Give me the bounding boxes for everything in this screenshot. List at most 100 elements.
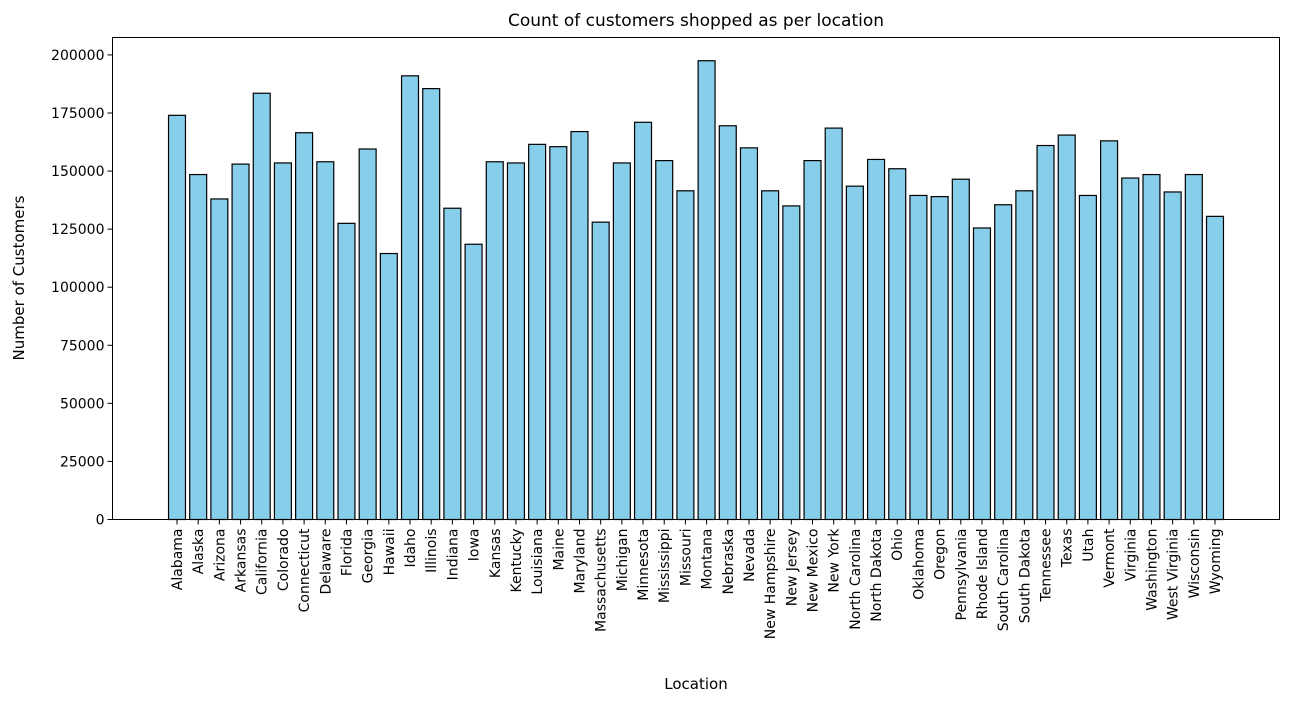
bar-louisiana <box>528 143 547 521</box>
bar-west-virginia <box>1163 191 1182 521</box>
x-tick-label: Alaska <box>191 529 207 575</box>
x-tick-label: Pennsylvania <box>954 529 970 621</box>
bar-kansas <box>485 161 504 521</box>
x-tick-label: Maryland <box>572 529 588 594</box>
bar-new-hampshire <box>761 190 780 521</box>
bar-oklahoma <box>909 194 928 521</box>
x-tick-label: Delaware <box>318 529 334 595</box>
x-tick-label: Wyoming <box>1208 529 1224 595</box>
x-tick-label: Nevada <box>742 529 758 582</box>
x-tick-label: Missouri <box>678 529 694 587</box>
x-tick-label: Tennessee <box>1039 529 1055 603</box>
x-tick-label: New Jersey <box>784 529 800 607</box>
bar-ohio <box>888 168 907 521</box>
x-tick-label: Michigan <box>615 529 631 592</box>
bar-hawaii <box>379 252 398 521</box>
x-tick-label: New Mexico <box>806 529 822 613</box>
y-tick-label: 75000 <box>60 338 105 354</box>
x-axis-label: Location <box>664 675 727 693</box>
x-tick-label: Louisiana <box>530 529 546 595</box>
x-tick-label: Minnesota <box>636 529 652 601</box>
bar-wisconsin <box>1184 173 1203 521</box>
bar-indiana <box>443 207 462 521</box>
bar-oregon <box>930 196 949 521</box>
x-tick-label: Oregon <box>933 529 949 580</box>
x-tick-label: West Virginia <box>1166 529 1182 621</box>
x-tick-label: Idaho <box>403 529 419 568</box>
bar-maine <box>549 146 568 521</box>
x-tick-label: Utah <box>1081 529 1097 562</box>
x-tick-label: Arkansas <box>234 529 250 593</box>
x-tick-label: Arizona <box>212 529 228 582</box>
bar-nebraska <box>718 125 737 521</box>
bar-virginia <box>1121 177 1140 521</box>
bar-alabama <box>167 114 187 521</box>
plot-frame <box>112 37 1280 520</box>
x-axis: Alabama Alaska Arizona Arkansas California Co… <box>170 519 1224 639</box>
y-tick-label: 25000 <box>60 454 105 470</box>
bar-north-carolina <box>845 185 864 521</box>
x-tick-label: Alabama <box>170 529 186 591</box>
bar-florida <box>337 222 356 521</box>
x-tick-label: North Dakota <box>869 529 885 622</box>
y-tick-label: 100000 <box>51 280 104 296</box>
x-tick-label: California <box>255 529 271 595</box>
x-tick-label: Maine <box>551 529 567 571</box>
bar-montana <box>697 60 716 521</box>
bar-kentucky <box>506 162 526 521</box>
x-tick-label: Connecticut <box>297 528 313 612</box>
x-tick-label: Mississippi <box>657 529 673 604</box>
bar-alaska <box>189 173 208 521</box>
x-tick-label: North Carolina <box>848 529 864 630</box>
bar-connecticut <box>295 132 314 521</box>
bar-arizona <box>210 198 229 521</box>
y-tick-label: 200000 <box>51 48 104 64</box>
x-tick-label: Kansas <box>488 529 504 579</box>
bar-missouri <box>676 190 695 521</box>
bar-michigan <box>612 162 631 521</box>
bars-group <box>167 60 1225 521</box>
x-tick-label: South Carolina <box>996 529 1012 632</box>
x-tick-label: Virginia <box>1123 529 1139 582</box>
x-tick-label: Iowa <box>467 529 483 562</box>
bar-wyoming <box>1205 215 1225 521</box>
y-tick-label: 150000 <box>51 164 104 180</box>
x-tick-label: Hawaii <box>382 529 398 576</box>
bar-vermont <box>1100 140 1119 521</box>
bar-tennessee <box>1036 144 1055 521</box>
y-tick-label: 175000 <box>51 106 104 122</box>
x-tick-label: South Dakota <box>1017 529 1033 624</box>
bar-utah <box>1078 194 1097 521</box>
bar-washington <box>1142 173 1161 521</box>
x-tick-label: Montana <box>700 529 716 590</box>
bar-massachusetts <box>591 221 610 521</box>
bar-rhode-island <box>972 227 992 521</box>
bar-new-mexico <box>803 160 822 521</box>
x-tick-label: Ohio <box>890 529 906 561</box>
chart-title: Count of customers shopped as per locati… <box>508 11 884 31</box>
bar-south-dakota <box>1015 190 1034 521</box>
bar-new-jersey <box>782 205 801 521</box>
x-tick-label: Indiana <box>445 529 461 581</box>
y-tick-label: 125000 <box>51 222 104 238</box>
x-tick-label: Illinois <box>424 529 440 573</box>
bar-arkansas <box>231 163 250 521</box>
bar-north-dakota <box>866 158 886 521</box>
x-tick-label: Texas <box>1060 529 1076 569</box>
x-tick-label: Kentucky <box>509 529 525 593</box>
bar-colorado <box>273 162 292 521</box>
bar-maryland <box>570 130 589 521</box>
bar-minnesota <box>633 121 653 521</box>
bar-iowa <box>464 243 483 521</box>
x-tick-label: New York <box>827 528 843 593</box>
x-tick-label: Oklahoma <box>911 529 927 600</box>
bar-georgia <box>358 148 377 521</box>
x-tick-label: Rhode Island <box>975 529 991 620</box>
x-tick-label: Colorado <box>276 529 292 592</box>
bar-texas <box>1057 134 1076 521</box>
bar-illinois <box>422 88 441 521</box>
y-tick-label: 0 <box>96 513 105 529</box>
bar-california <box>252 92 271 521</box>
bar-pennsylvania <box>951 178 970 521</box>
x-tick-label: Wisconsin <box>1187 529 1203 599</box>
